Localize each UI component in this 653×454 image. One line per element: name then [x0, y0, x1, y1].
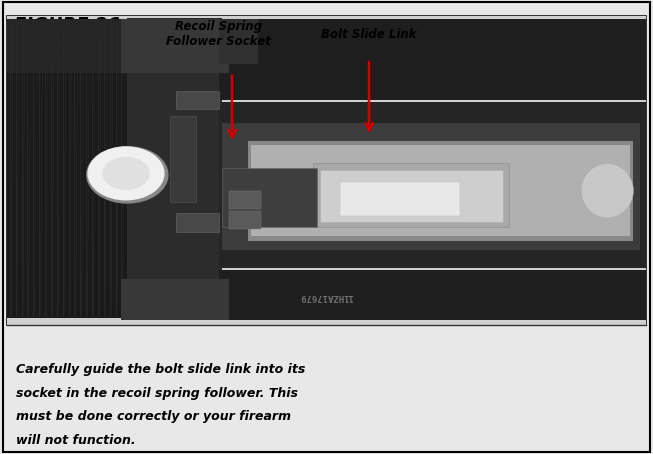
Text: will not function.: will not function.	[16, 434, 136, 447]
Bar	[248, 141, 633, 241]
Bar	[222, 168, 317, 227]
Bar	[219, 19, 646, 100]
Circle shape	[103, 158, 149, 189]
Bar	[340, 182, 460, 216]
Text: 11HZA17679: 11HZA17679	[300, 291, 353, 301]
Bar	[121, 19, 229, 73]
Bar	[176, 91, 219, 109]
Bar	[7, 19, 140, 73]
Circle shape	[88, 147, 164, 200]
Bar	[219, 19, 258, 64]
Bar	[229, 211, 261, 229]
Text: must be done correctly or your firearm: must be done correctly or your firearm	[16, 410, 291, 424]
Text: Recoil Spring
Follower Socket: Recoil Spring Follower Socket	[167, 20, 271, 48]
Bar	[7, 16, 646, 325]
Bar	[320, 170, 503, 222]
Bar	[127, 18, 222, 281]
Bar	[313, 163, 509, 227]
Circle shape	[87, 147, 168, 203]
Bar	[7, 16, 646, 325]
Text: socket in the recoil spring follower. This: socket in the recoil spring follower. Th…	[16, 387, 298, 400]
Text: FIGURE 26: FIGURE 26	[14, 16, 120, 34]
Ellipse shape	[581, 163, 633, 218]
Bar	[251, 145, 630, 236]
Bar	[176, 213, 219, 232]
Bar	[121, 279, 229, 320]
Text: Carefully guide the bolt slide link into its: Carefully guide the bolt slide link into…	[16, 363, 306, 376]
Bar	[7, 20, 134, 318]
Bar	[219, 270, 646, 320]
Text: Bolt Slide Link: Bolt Slide Link	[321, 28, 417, 41]
Bar	[229, 191, 261, 209]
Bar	[170, 116, 196, 202]
Bar	[219, 102, 646, 268]
Bar	[222, 123, 640, 250]
